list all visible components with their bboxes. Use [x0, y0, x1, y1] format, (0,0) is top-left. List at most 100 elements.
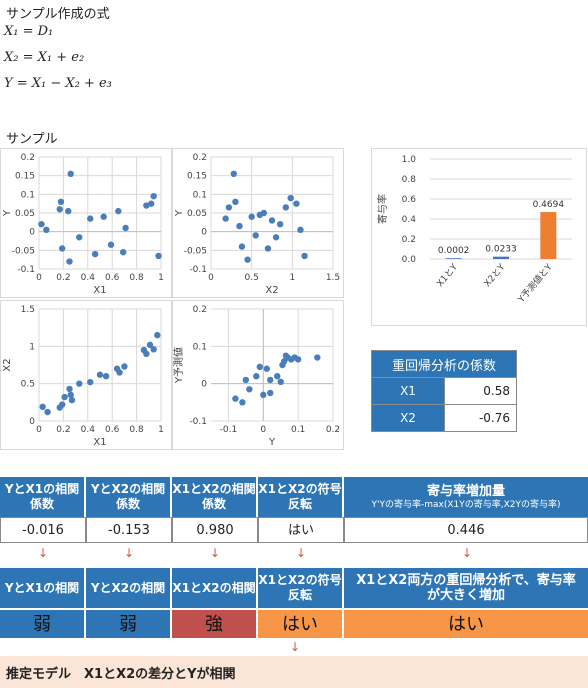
- x-tick-label: 0.4: [81, 273, 96, 283]
- data-point: [244, 256, 251, 263]
- data-point: [222, 215, 229, 222]
- category-label: X2とY: [482, 261, 508, 289]
- y-tick-label: 1: [29, 342, 35, 352]
- value-sign-flip: はい: [258, 517, 344, 543]
- bar: [445, 258, 462, 259]
- data-point: [239, 399, 246, 406]
- equation-2: X₂ = X₁ + e₂: [4, 50, 85, 65]
- data-point: [96, 371, 104, 378]
- header-contribution-increase: 寄与率増加量 Y'Yの寄与率-max(X1Yの寄与率,X2Yの寄与率): [344, 477, 588, 517]
- data-point: [67, 391, 74, 399]
- data-point: [102, 373, 110, 380]
- data-label: 0.0002: [438, 246, 470, 256]
- y-tick-label: 0.2: [193, 305, 207, 315]
- contribution-bar-chart: 1.0 0.8 0.6 0.4 0.2 0.0 寄与率 0.0002 X1とY 0.0233 X2と…: [371, 148, 587, 326]
- y-tick-label: 0.1: [193, 190, 207, 200]
- y-tick-label: 0: [29, 228, 35, 238]
- result-header-x1-x2: X1とX2の相関: [172, 568, 258, 608]
- equation-1: X₁ = D₁: [4, 24, 54, 39]
- y-axis-label: Y: [174, 209, 185, 217]
- down-arrow-icon: ↓: [38, 546, 49, 560]
- data-point: [252, 232, 259, 239]
- data-point: [121, 363, 128, 370]
- category-label: X1とY: [435, 261, 461, 289]
- header-contribution-sub: Y'Yの寄与率-max(X1Yの寄与率,X2Yの寄与率): [371, 499, 561, 510]
- data-point: [91, 250, 99, 258]
- data-point: [260, 391, 267, 399]
- data-point: [287, 194, 294, 202]
- data-point: [277, 378, 284, 385]
- data-point: [43, 226, 50, 233]
- x-tick-label: 0.2: [56, 425, 70, 435]
- x-tick-label: -0.1: [220, 425, 238, 435]
- value-contribution-increase: 0.446: [344, 517, 588, 543]
- data-point: [122, 224, 129, 232]
- y-tick-label: 0.05: [187, 209, 207, 219]
- data-point: [154, 331, 161, 339]
- equation-3: Y = X₁ − X₂ + e₃: [4, 76, 112, 91]
- data-point: [260, 209, 268, 217]
- data-point: [67, 170, 74, 177]
- data-point: [246, 386, 253, 393]
- y-tick-label: 0.15: [187, 172, 207, 182]
- result-header-contribution: X1とX2両方の重回帰分析で、寄与率が大きく増加: [344, 568, 588, 608]
- data-point: [44, 408, 51, 416]
- data-point: [293, 200, 300, 207]
- conclusion-banner: 推定モデル X1とX2の差分とYが相関: [0, 656, 588, 688]
- data-label: 0.4694: [533, 200, 565, 210]
- y-tick-label: 0.2: [402, 235, 416, 245]
- y-tick-label: 0.4: [402, 215, 417, 225]
- down-arrow-icon: ↓: [124, 546, 135, 560]
- data-point: [264, 245, 272, 252]
- data-point: [65, 207, 72, 215]
- y-tick-label: -0.05: [184, 246, 207, 256]
- sample-label: サンプル: [6, 132, 58, 147]
- x-tick-label: 0.6: [105, 425, 120, 435]
- data-point: [232, 198, 239, 205]
- x-tick-label: 0.6: [105, 273, 120, 283]
- data-point: [107, 241, 115, 248]
- y-tick-label: 1.5: [21, 305, 35, 315]
- x-tick-label: 0: [36, 273, 42, 283]
- down-arrow-icon: ↓: [296, 546, 307, 560]
- data-point: [297, 226, 304, 233]
- header-contribution-title: 寄与率増加量: [426, 483, 505, 499]
- y-tick-label: 0.05: [15, 209, 35, 219]
- data-point: [267, 376, 274, 384]
- data-point: [116, 369, 123, 376]
- x-tick-label: 1: [158, 273, 164, 283]
- data-point: [263, 365, 270, 372]
- data-point: [272, 234, 280, 241]
- data-point: [238, 243, 246, 250]
- data-point: [100, 213, 107, 220]
- data-point: [38, 221, 45, 228]
- x-tick-label: 1.5: [326, 273, 340, 283]
- data-point: [76, 380, 83, 387]
- data-point: [150, 193, 157, 200]
- data-point: [282, 204, 290, 211]
- scatter-x1-x2: 1.5 1 0.5 00 0.2 0.4 0.6 0.8 1 X1 X2: [0, 300, 172, 450]
- x-tick-label: 1: [158, 425, 164, 435]
- x-axis-label: X1: [93, 437, 106, 448]
- coef-table-header: 重回帰分析の係数: [371, 350, 517, 378]
- x-tick-label: 0.2: [326, 425, 340, 435]
- data-point: [39, 403, 46, 411]
- data-point: [143, 202, 150, 209]
- data-point: [143, 350, 150, 357]
- data-point: [68, 396, 76, 404]
- x-axis-label: X1: [93, 285, 106, 296]
- y-tick-label: -0.1: [189, 417, 207, 427]
- y-axis-label: Y: [2, 209, 13, 217]
- header-sign-flip: X1とX2の符号反転: [258, 477, 344, 517]
- result-header-y-x1: YとX1の相関: [0, 568, 86, 608]
- data-point: [225, 204, 233, 211]
- y-tick-label: 1.0: [402, 155, 417, 165]
- y-tick-label: 0.6: [402, 195, 417, 205]
- x-tick-label: 0: [260, 425, 266, 435]
- data-point: [146, 341, 154, 349]
- y-axis-label: 寄与率: [376, 194, 389, 224]
- category-label: Y予測値とY: [515, 261, 555, 306]
- down-arrow-icon: ↓: [462, 546, 473, 560]
- coef-value-x2: -0.76: [444, 404, 517, 432]
